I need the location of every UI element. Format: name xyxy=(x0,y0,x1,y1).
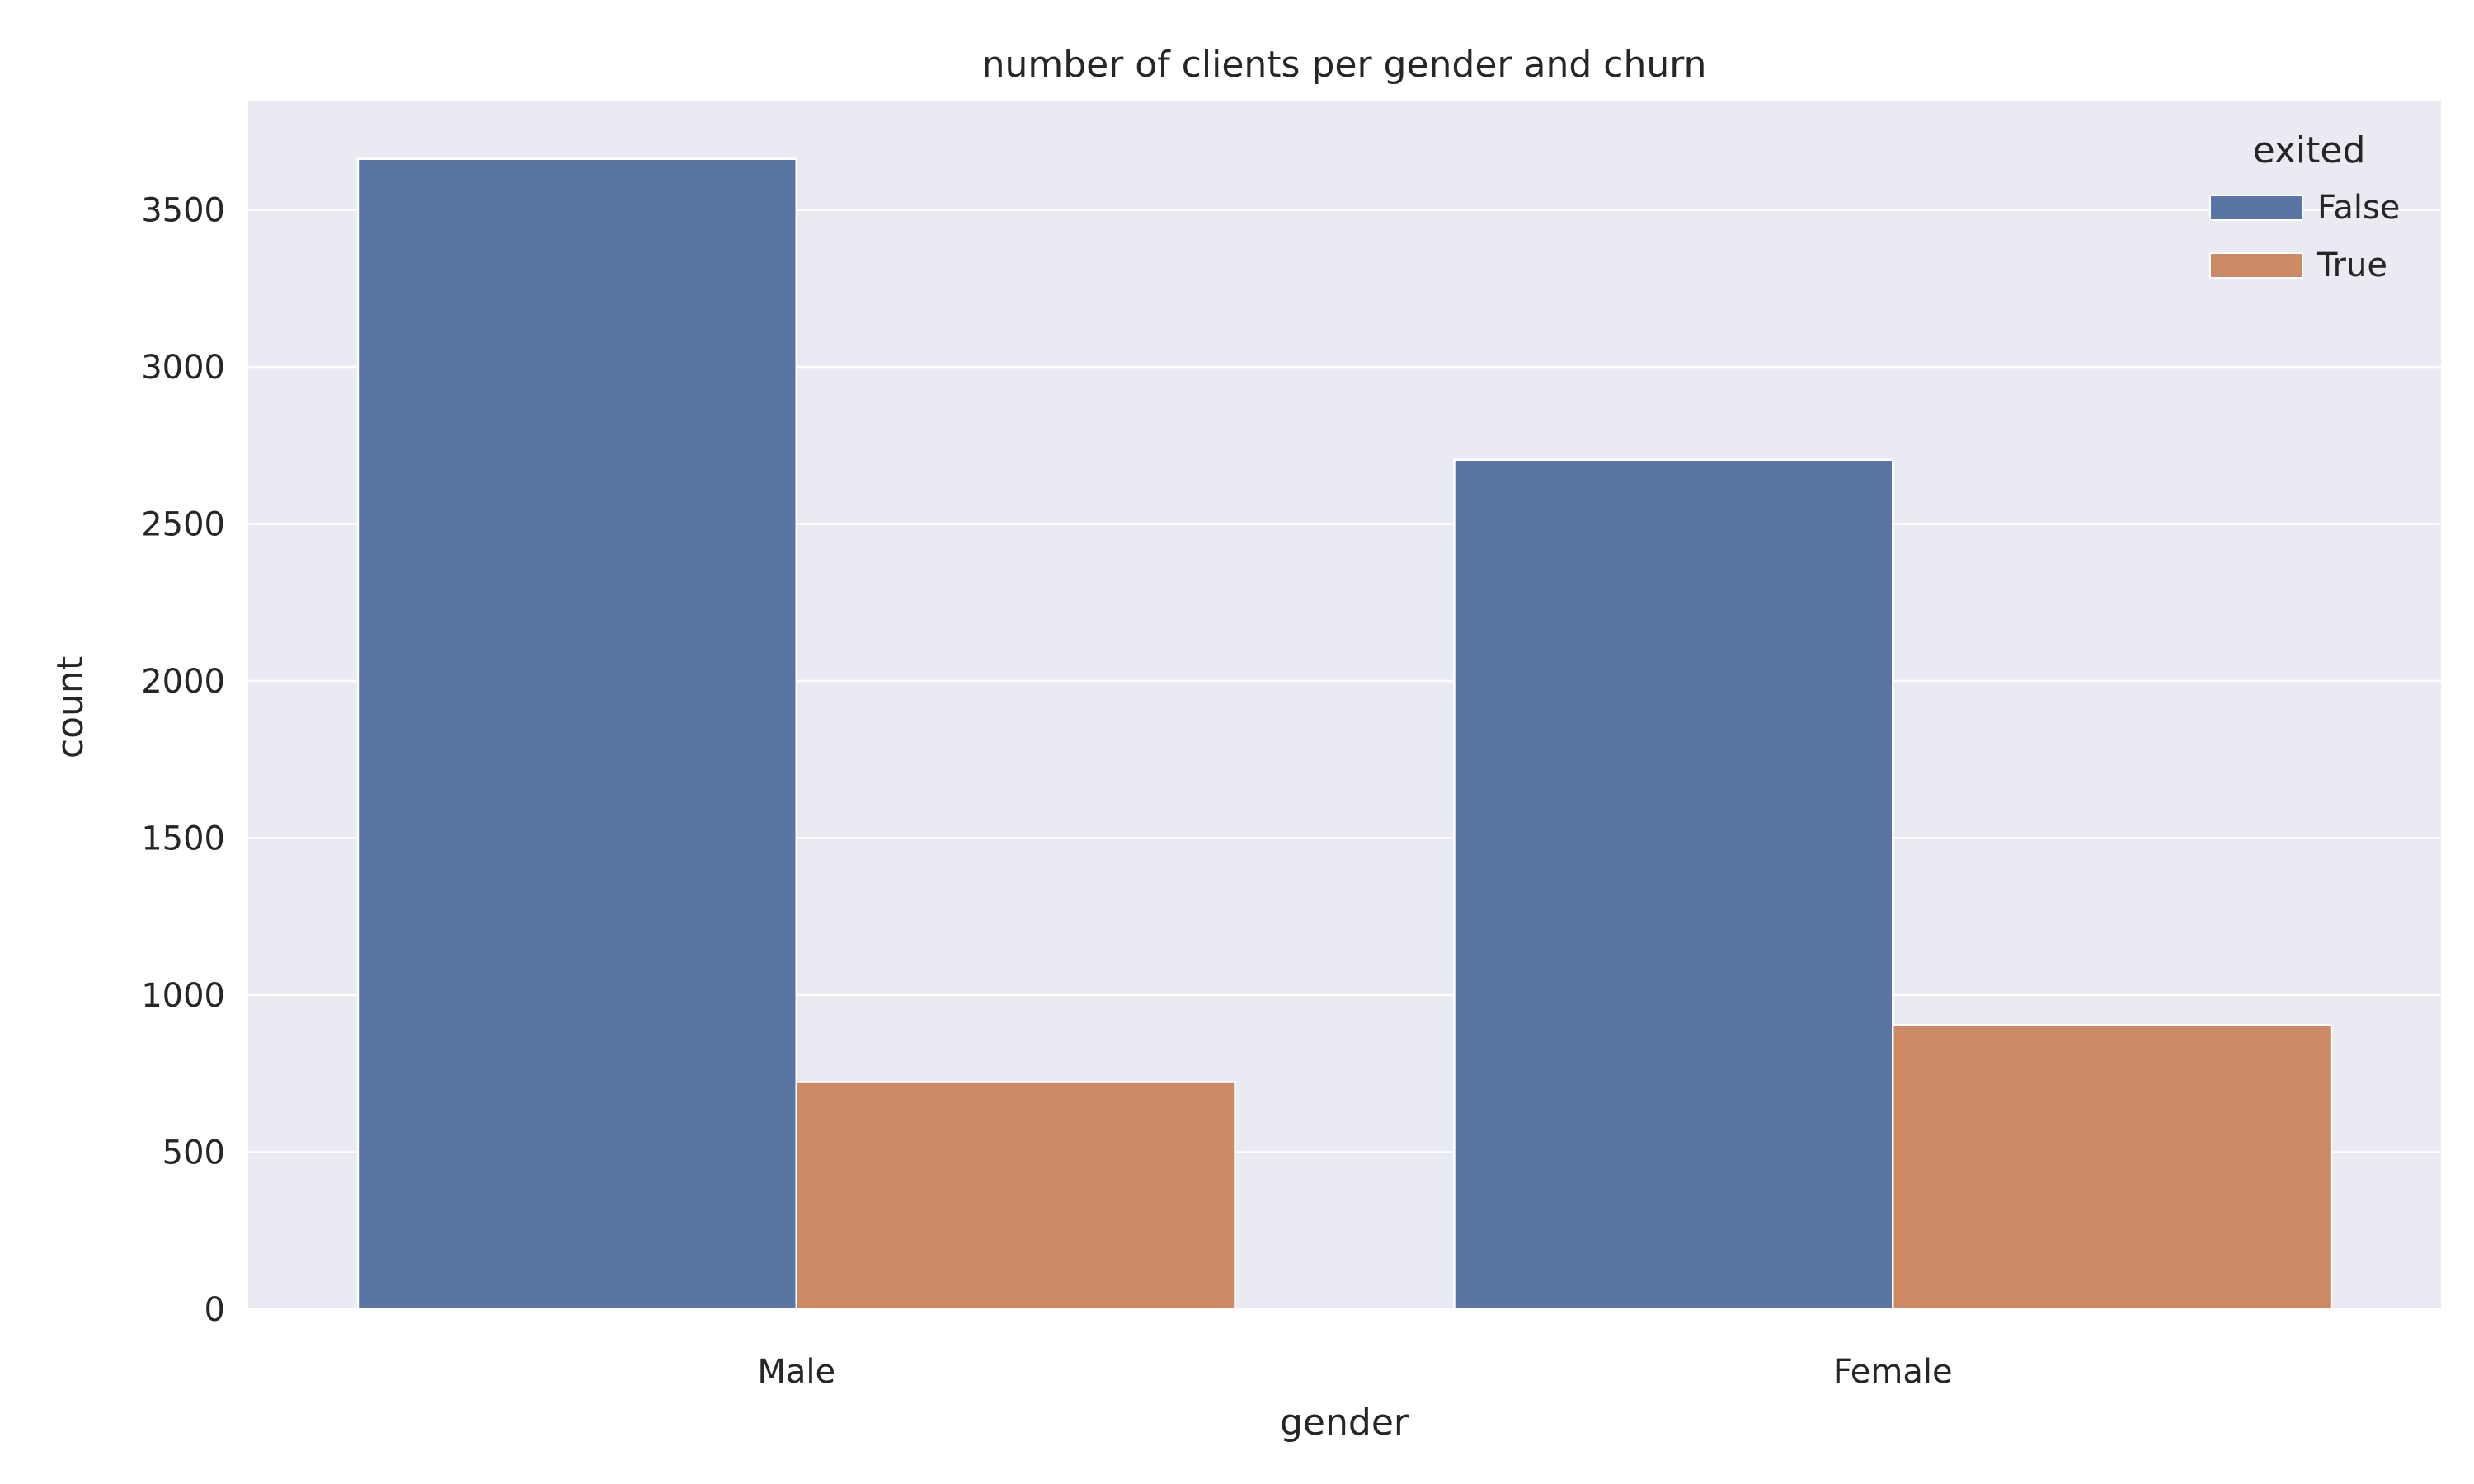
y-tick-label: 3000 xyxy=(141,349,225,387)
y-tick-label: 2500 xyxy=(141,505,225,543)
legend-swatch-true xyxy=(2209,252,2303,279)
bar-female-true xyxy=(1892,1023,2333,1311)
y-tick-label: 0 xyxy=(205,1291,225,1329)
y-tick-label: 2000 xyxy=(141,663,225,701)
x-axis-ticks: Male Female xyxy=(757,1353,1952,1391)
legend: exited False True xyxy=(2209,129,2400,284)
y-axis-label: count xyxy=(49,656,92,758)
bar-male-false xyxy=(356,157,797,1311)
legend-label-false: False xyxy=(2317,189,2400,227)
y-tick-label: 1500 xyxy=(141,819,225,857)
chart-title: number of clients per gender and churn xyxy=(982,44,1707,86)
bar-female-false xyxy=(1453,458,1894,1311)
bar-male-true xyxy=(795,1081,1236,1311)
y-tick-label: 1000 xyxy=(141,977,225,1015)
x-tick-label: Male xyxy=(757,1353,835,1391)
legend-title: exited xyxy=(2253,129,2366,171)
legend-label-true: True xyxy=(2316,247,2387,284)
x-axis-label: gender xyxy=(1280,1402,1409,1444)
x-tick-label: Female xyxy=(1833,1353,1953,1391)
y-tick-label: 500 xyxy=(162,1134,225,1172)
y-axis-ticks: 0 500 1000 1500 2000 2500 3000 3500 xyxy=(141,191,225,1329)
legend-swatch-false xyxy=(2209,195,2303,221)
bars xyxy=(356,157,2333,1311)
y-tick-label: 3500 xyxy=(141,191,225,229)
